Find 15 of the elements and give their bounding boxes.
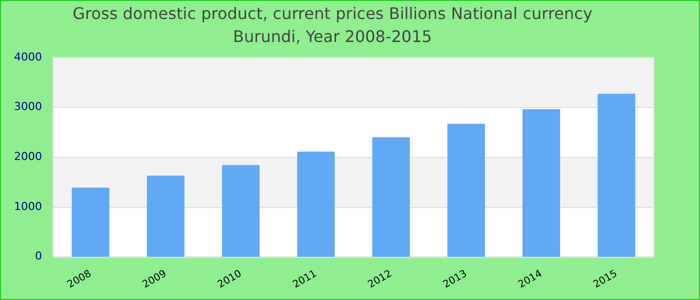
bar bbox=[146, 176, 184, 257]
bar bbox=[598, 94, 636, 257]
bar bbox=[72, 188, 110, 257]
chart-title: Gross domestic product, current prices Billions National currency bbox=[72, 4, 592, 23]
bar bbox=[447, 124, 485, 257]
bar bbox=[222, 165, 260, 257]
y-tick-label: 3000 bbox=[14, 100, 42, 114]
y-tick-label: 2000 bbox=[14, 150, 42, 163]
y-tick-label: 0 bbox=[34, 250, 42, 263]
bar bbox=[372, 137, 410, 257]
chart-subtitle: Burundi, Year 2008-2015 bbox=[233, 26, 432, 46]
y-tick-label: 4000 bbox=[14, 50, 42, 64]
bar bbox=[297, 152, 335, 257]
bar bbox=[522, 109, 560, 257]
y-tick-label: 1000 bbox=[14, 200, 42, 213]
